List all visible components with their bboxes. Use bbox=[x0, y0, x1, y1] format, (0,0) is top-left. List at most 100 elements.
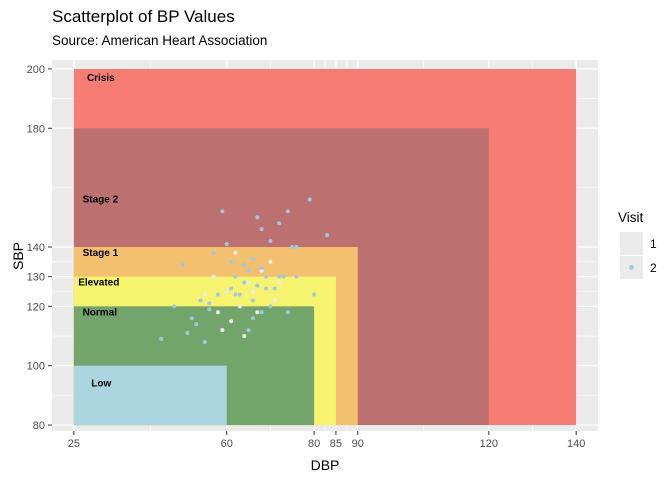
data-point-visit-2 bbox=[259, 310, 264, 315]
legend-label-visit-1: 1 bbox=[650, 237, 657, 251]
data-point-visit-1 bbox=[255, 310, 260, 315]
data-point-visit-2 bbox=[202, 339, 207, 344]
x-tick-label: 140 bbox=[567, 438, 585, 450]
y-axis-ticks: 80 100 120 130 140 180 200 bbox=[27, 64, 52, 432]
data-point-visit-1 bbox=[224, 289, 229, 294]
x-tick-label: 85 bbox=[330, 438, 342, 450]
legend-title: Visit bbox=[618, 210, 644, 225]
y-tick-label: 120 bbox=[27, 301, 45, 313]
y-tick-label: 80 bbox=[33, 420, 45, 432]
data-point-visit-2 bbox=[255, 283, 260, 288]
data-point-visit-2 bbox=[229, 259, 234, 264]
data-point-visit-2 bbox=[259, 227, 264, 232]
data-point-visit-2 bbox=[211, 250, 216, 255]
data-point-visit-2 bbox=[215, 292, 220, 297]
data-point-visit-2 bbox=[285, 310, 290, 315]
region-label: Stage 2 bbox=[83, 194, 119, 205]
bp-regions bbox=[73, 68, 577, 426]
data-point-visit-2 bbox=[268, 304, 273, 309]
data-point-visit-1 bbox=[272, 298, 277, 303]
data-point-visit-1 bbox=[229, 319, 234, 324]
y-tick-label: 140 bbox=[27, 242, 45, 254]
data-point-visit-1 bbox=[220, 328, 225, 333]
data-point-visit-1 bbox=[211, 274, 216, 279]
data-point-visit-2 bbox=[250, 256, 255, 261]
data-point-visit-2 bbox=[246, 268, 251, 273]
legend-label-visit-2: 2 bbox=[650, 261, 657, 275]
region-label: Stage 1 bbox=[83, 248, 119, 259]
region-label: Normal bbox=[83, 307, 118, 318]
x-tick-label: 60 bbox=[221, 438, 233, 450]
data-point-visit-1 bbox=[202, 292, 207, 297]
legend-dot-icon bbox=[629, 241, 634, 246]
data-point-visit-2 bbox=[277, 221, 282, 226]
data-point-visit-2 bbox=[294, 274, 299, 279]
data-point-visit-1 bbox=[259, 268, 264, 273]
data-point-visit-2 bbox=[294, 244, 299, 249]
data-point-visit-2 bbox=[233, 292, 238, 297]
data-point-visit-2 bbox=[281, 274, 286, 279]
data-point-visit-2 bbox=[259, 265, 264, 270]
legend-key-visit-1 bbox=[620, 232, 643, 255]
data-point-visit-1 bbox=[250, 289, 255, 294]
data-point-visit-2 bbox=[207, 307, 212, 312]
data-point-visit-2 bbox=[207, 301, 212, 306]
data-point-visit-2 bbox=[277, 274, 282, 279]
x-tick-label: 25 bbox=[68, 438, 80, 450]
data-point-visit-2 bbox=[159, 336, 164, 341]
region-label: Low bbox=[91, 379, 111, 390]
data-point-visit-2 bbox=[198, 298, 203, 303]
data-point-visit-2 bbox=[189, 316, 194, 321]
data-point-visit-2 bbox=[264, 274, 269, 279]
x-axis-label: DBP bbox=[310, 457, 340, 473]
data-point-visit-2 bbox=[229, 286, 234, 291]
data-point-visit-2 bbox=[172, 304, 177, 309]
data-point-visit-2 bbox=[285, 209, 290, 214]
y-tick-label: 130 bbox=[27, 272, 45, 284]
y-tick-label: 180 bbox=[27, 123, 45, 135]
data-point-visit-2 bbox=[250, 298, 255, 303]
chart-subtitle: Source: American Heart Association bbox=[52, 33, 268, 48]
data-point-visit-2 bbox=[325, 233, 330, 238]
data-point-visit-1 bbox=[237, 304, 242, 309]
data-point-visit-2 bbox=[224, 242, 229, 247]
data-point-visit-2 bbox=[250, 316, 255, 321]
x-tick-label: 120 bbox=[480, 438, 498, 450]
data-point-visit-2 bbox=[233, 274, 238, 279]
chart-title: Scatterplot of BP Values bbox=[52, 7, 235, 26]
y-tick-label: 200 bbox=[27, 64, 45, 76]
y-axis-label: SBP bbox=[10, 242, 26, 271]
data-point-visit-2 bbox=[312, 292, 317, 297]
data-point-visit-2 bbox=[242, 262, 247, 267]
data-point-visit-2 bbox=[242, 280, 247, 285]
data-point-visit-2 bbox=[268, 239, 273, 244]
data-point-visit-2 bbox=[272, 286, 277, 291]
data-point-visit-2 bbox=[255, 215, 260, 220]
data-point-visit-2 bbox=[246, 328, 251, 333]
legend-key-visit-2 bbox=[620, 256, 643, 279]
data-point-visit-1 bbox=[277, 280, 282, 285]
data-point-visit-2 bbox=[290, 244, 295, 249]
region-label: Crisis bbox=[87, 73, 115, 84]
data-point-visit-1 bbox=[268, 259, 273, 264]
data-point-visit-1 bbox=[215, 310, 220, 315]
x-axis-ticks: 25 60 80 85 90 120 140 bbox=[68, 431, 585, 450]
data-point-visit-1 bbox=[233, 250, 238, 255]
data-point-visit-1 bbox=[246, 280, 251, 285]
data-points bbox=[159, 197, 330, 344]
region-low bbox=[73, 365, 227, 426]
data-point-visit-2 bbox=[220, 209, 225, 214]
data-point-visit-2 bbox=[194, 322, 199, 327]
legend-dot-icon bbox=[629, 265, 634, 270]
region-labels: Crisis Stage 2 Stage 1 Elevated Normal Low bbox=[78, 73, 119, 390]
x-tick-label: 90 bbox=[352, 438, 364, 450]
data-point-visit-2 bbox=[237, 292, 242, 297]
data-point-visit-2 bbox=[307, 197, 312, 202]
y-tick-label: 100 bbox=[27, 361, 45, 373]
x-tick-label: 80 bbox=[308, 438, 320, 450]
data-point-visit-2 bbox=[185, 331, 190, 336]
data-point-visit-1 bbox=[242, 334, 247, 339]
data-point-visit-2 bbox=[264, 286, 269, 291]
region-label: Elevated bbox=[78, 278, 119, 289]
